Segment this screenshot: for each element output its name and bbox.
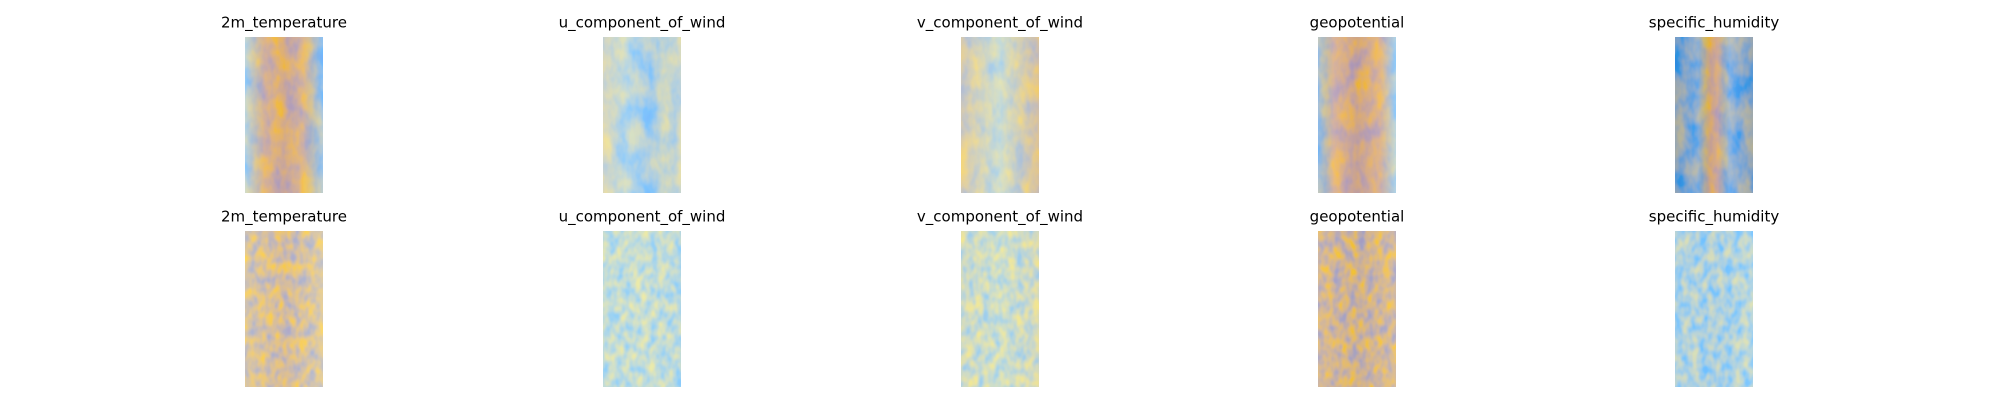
heatmap-field [245,37,323,193]
panel-title: 2m_temperature [221,208,347,227]
heatmap-field [961,231,1039,387]
panel-title: u_component_of_wind [559,14,726,33]
panel-title: specific_humidity [1649,208,1780,227]
panel-title: v_component_of_wind [917,208,1083,227]
heatmap-field [245,231,323,387]
panel-title: geopotential [1310,208,1405,226]
panel-title: geopotential [1310,14,1405,32]
heatmap-field [961,37,1039,193]
heatmap-field [603,37,681,193]
heatmap-field [1318,37,1396,193]
panel-title: v_component_of_wind [917,14,1083,33]
heatmap-field [1675,37,1753,193]
panel-title: u_component_of_wind [559,208,726,227]
panel-title: specific_humidity [1649,14,1780,33]
heatmap-field [1675,231,1753,387]
panel-title: 2m_temperature [221,14,347,33]
heatmap-field [1318,231,1396,387]
heatmap-field [603,231,681,387]
